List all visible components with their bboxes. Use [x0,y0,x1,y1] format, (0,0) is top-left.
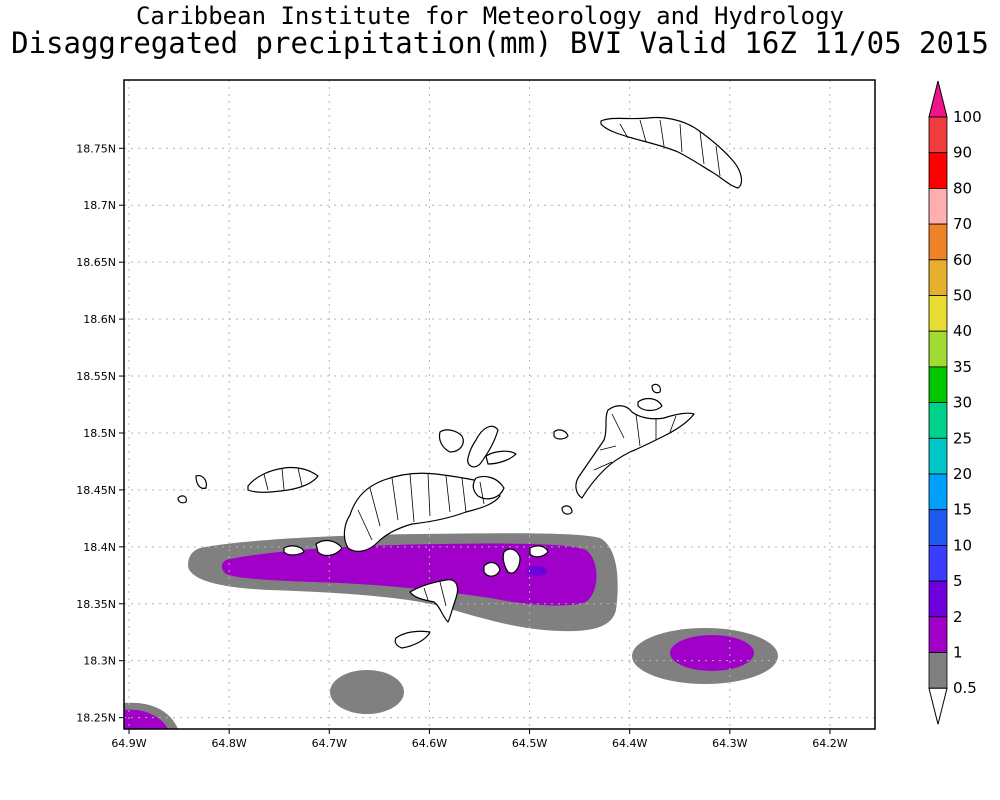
colorbar-level-label: 35 [953,358,972,376]
colorbar-swatch [928,223,948,261]
colorbar-swatch [928,366,948,403]
rain-area-2mm-southwest [124,709,168,729]
colorbar-swatch [928,473,948,511]
island-beef [472,475,505,500]
colorbar-swatch [928,330,948,368]
island-buck [177,495,187,504]
island-marina-cay [553,429,569,440]
lat-tick-label: 18.65N [76,256,116,269]
colorbar-swatch [928,545,948,582]
colorbar-level-label: 50 [953,287,972,305]
island-scrub [467,425,499,468]
colorbar-swatch [928,652,948,689]
island-sandy-cay [195,475,207,489]
map-frame [123,79,876,730]
colorbar-swatch [928,152,948,189]
island-boundary-lines [263,119,721,607]
lat-tick-label: 18.55N [76,370,116,383]
lon-tick-label: 64.9W [111,737,146,750]
lat-tick-label: 18.75N [76,142,116,155]
island-mosquito [637,397,663,412]
lat-tick-label: 18.25N [76,712,116,725]
rain-area-5mm-spot [527,566,547,576]
colorbar-level-label: 5 [953,572,963,590]
colorbar-level-label: 2 [953,608,963,626]
colorbar-swatch [928,295,948,332]
colorbar-top-arrow [928,80,948,118]
island-salt-cooper [409,579,459,623]
lon-tick-label: 64.4W [612,737,647,750]
colorbar-level-label: 90 [953,144,972,162]
colorbar-swatch [928,116,948,154]
island-tortola [343,472,501,552]
lon-tick-label: 64.8W [211,737,246,750]
colorbar-swatch [928,509,948,546]
lon-tick-label: 64.5W [512,737,547,750]
colorbar-level-label: 70 [953,215,972,233]
colorbar-swatch [928,580,948,618]
colorbar-level-label: 30 [953,394,972,412]
islands [177,116,743,649]
lat-tick-label: 18.3N [83,655,116,668]
island-fallen-jerusalem [561,505,573,515]
colorbar-level-label: 25 [953,429,972,447]
lat-tick-label: 18.5N [83,427,116,440]
precipitation-field [124,533,778,729]
island-cooper-east [502,548,521,574]
lon-tick-label: 64.6W [412,737,447,750]
lat-tick-label: 18.45N [76,484,116,497]
lon-tick-label: 64.2W [812,737,847,750]
colorbar-swatch [928,259,948,296]
colorbar-swatch [928,402,948,439]
lat-tick-label: 18.35N [76,598,116,611]
rain-area-1mm-south [330,670,404,714]
island-great-camanoe [438,429,464,453]
colorbar-bottom-arrow [928,687,948,725]
lat-lon-grid [124,80,875,729]
colorbar-level-label: 10 [953,536,972,554]
colorbar-swatch [928,616,948,653]
colorbar-level-label: 60 [953,251,972,269]
island-virgin-gorda [575,405,695,499]
colorbar-level-label: 40 [953,322,972,340]
colorbar-level-label: 0.5 [953,679,977,697]
island-dead-chest [529,545,549,558]
map-title-product: Disaggregated precipitation(mm) BVI Vali… [11,26,989,60]
latitude-labels: 18.75N 18.7N 18.65N 18.6N 18.55N 18.5N 18.45N 1… [76,142,124,725]
island-little-thatch [315,539,343,557]
colorbar-level-label: 15 [953,501,972,519]
island-peter [483,561,501,577]
island-frenchman-cay [283,545,305,556]
longitude-labels: 64.9W 64.8W 64.7W 64.6W 64.5W 64.4W 64.3W 64.2W [111,729,848,750]
colorbar-swatch [928,437,948,475]
colorbar-level-label: 100 [953,108,982,126]
lat-tick-label: 18.4N [83,541,116,554]
lon-tick-label: 64.7W [312,737,347,750]
island-guana [485,450,517,465]
colorbar-level-label: 80 [953,179,972,197]
island-anegada [600,116,743,189]
island-norman [394,630,431,649]
colorbar-level-label: 1 [953,644,963,662]
lat-tick-label: 18.6N [83,313,116,326]
colorbar-level-label: 20 [953,465,972,483]
map-title-institute: Caribbean Institute for Meteorology and … [135,2,844,30]
rain-area-2mm-east [670,635,754,671]
colorbar-swatch [928,187,948,225]
island-prickly-pear [651,383,661,394]
lat-tick-label: 18.7N [83,199,116,212]
lon-tick-label: 64.3W [712,737,747,750]
